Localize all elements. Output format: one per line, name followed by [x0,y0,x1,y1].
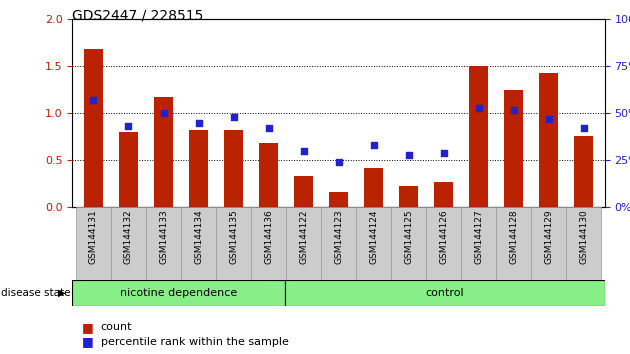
Bar [251,207,286,280]
Bar [216,207,251,280]
Point [193,120,203,126]
Bar [364,168,383,207]
Point [263,125,273,131]
Bar [286,207,321,280]
Text: GSM144124: GSM144124 [369,209,378,264]
Bar [566,207,601,280]
Bar [539,73,558,207]
Bar [154,97,173,207]
Text: GSM144136: GSM144136 [264,209,273,264]
Text: GSM144123: GSM144123 [334,209,343,264]
Bar [119,132,138,207]
Point [404,152,414,158]
Bar [399,185,418,207]
Text: GSM144122: GSM144122 [299,209,308,264]
Point [544,116,554,122]
Bar [181,207,216,280]
Bar [574,136,593,207]
Bar [224,130,243,207]
Text: disease state: disease state [1,288,71,298]
Bar [259,143,278,207]
Text: GSM144129: GSM144129 [544,209,553,264]
Bar [189,130,208,207]
Bar [496,207,531,280]
Bar [531,207,566,280]
Text: GSM144130: GSM144130 [580,209,588,264]
Bar [469,67,488,207]
Bar [504,90,524,207]
Text: GSM144132: GSM144132 [124,209,133,264]
Bar [321,207,356,280]
Text: nicotine dependence: nicotine dependence [120,288,238,298]
Point [508,107,518,112]
Text: GSM144135: GSM144135 [229,209,238,264]
Bar [84,50,103,207]
Bar [426,207,461,280]
Text: ■: ■ [82,321,94,334]
Text: GSM144133: GSM144133 [159,209,168,264]
Text: ■: ■ [82,335,94,348]
Bar [72,280,285,306]
Point [159,110,169,116]
Point [229,114,239,120]
Bar [76,207,111,280]
Point [123,124,134,129]
Bar [285,280,605,306]
Bar [329,192,348,207]
Point [438,150,449,155]
Text: GSM144127: GSM144127 [474,209,483,264]
Bar [294,176,313,207]
Point [88,97,98,103]
Text: GSM144134: GSM144134 [194,209,203,264]
Text: GSM144126: GSM144126 [439,209,448,264]
Point [579,125,589,131]
Point [333,159,343,165]
Point [474,105,484,110]
Text: control: control [426,288,464,298]
Point [299,148,309,154]
Bar [146,207,181,280]
Text: percentile rank within the sample: percentile rank within the sample [101,337,289,347]
Bar [356,207,391,280]
Text: GSM144131: GSM144131 [89,209,98,264]
Text: ▶: ▶ [58,288,66,298]
Point [369,142,379,148]
Bar [434,182,454,207]
Text: GDS2447 / 228515: GDS2447 / 228515 [72,9,204,23]
Bar [461,207,496,280]
Bar [111,207,146,280]
Bar [391,207,426,280]
Text: count: count [101,322,132,332]
Text: GSM144125: GSM144125 [404,209,413,264]
Text: GSM144128: GSM144128 [509,209,518,264]
